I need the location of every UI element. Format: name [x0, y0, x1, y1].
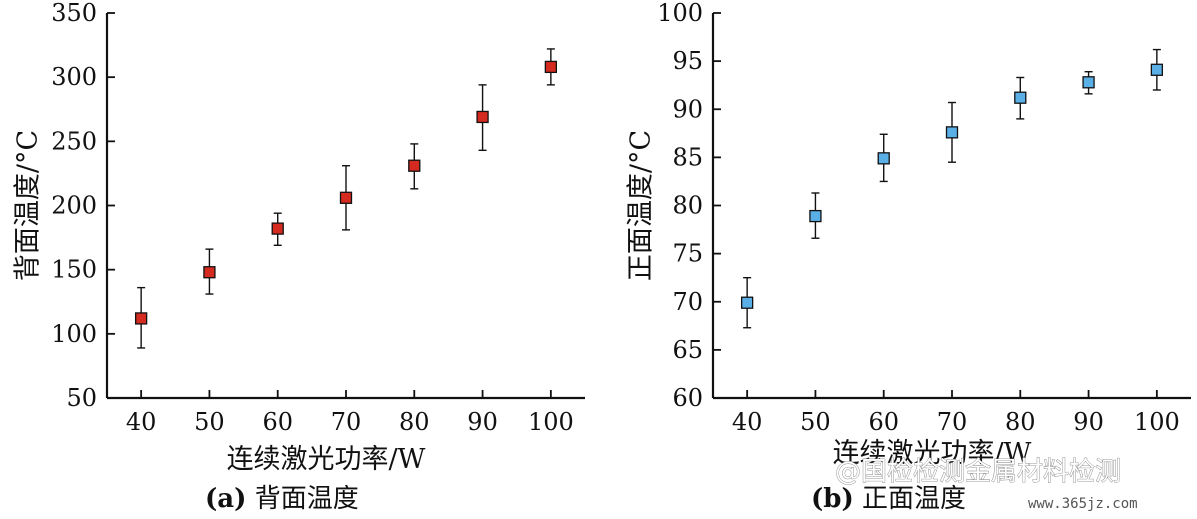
watermark-text: @国检检测金属材料检测 [835, 457, 1121, 487]
x-tick-label: 60 [262, 408, 293, 436]
y-tick-label: 75 [672, 240, 703, 268]
y-tick-label: 350 [51, 0, 97, 27]
data-point [544, 60, 558, 74]
panel-caption: (a) 背面温度 [205, 484, 359, 514]
y-tick-label: 250 [51, 127, 97, 155]
x-tick-label: 70 [331, 408, 362, 436]
x-tick-label: 60 [868, 408, 899, 436]
panel-caption-label: (b) [811, 484, 854, 514]
y-tick-label: 200 [51, 192, 97, 220]
panel-caption-label: (a) [205, 484, 246, 514]
x-tick-label: 40 [126, 408, 157, 436]
watermark: @国检检测金属材料检测 www.365jz.com [835, 457, 1138, 512]
y-tick-label: 90 [672, 95, 703, 123]
data-point [203, 266, 216, 279]
panel-caption-text: 背面温度 [246, 484, 358, 514]
data-point [134, 312, 148, 325]
y-axis-label: 背面温度/°C [12, 130, 43, 281]
data-point [945, 126, 959, 139]
data-point [271, 222, 284, 235]
y-tick-label: 95 [672, 47, 703, 75]
x-tick-label: 100 [1134, 408, 1180, 436]
y-tick-label: 80 [672, 192, 703, 220]
x-tick-label: 80 [399, 408, 430, 436]
x-tick-label: 90 [467, 408, 498, 436]
y-tick-label: 85 [672, 143, 703, 171]
y-tick-label: 100 [51, 320, 97, 348]
x-tick-label: 70 [937, 408, 968, 436]
data-point [740, 296, 754, 309]
y-axis-label: 正面温度/°C [625, 130, 656, 281]
x-tick-label: 80 [1005, 408, 1036, 436]
x-tick-label: 40 [732, 408, 763, 436]
panel-b: 40 50 60 70 80 90 100 60 65 70 75 80 85 90 95 100 连续激光功率… [625, 0, 1191, 514]
data-point [476, 110, 489, 124]
data-point [1150, 63, 1164, 76]
y-tick-label: 60 [672, 384, 703, 412]
x-tick-label: 50 [194, 408, 225, 436]
y-tick-label: 50 [66, 384, 97, 412]
x-tick-label: 90 [1073, 408, 1104, 436]
x-tick-label: 50 [800, 408, 831, 436]
data-point [339, 191, 353, 204]
x-tick-label: 100 [528, 408, 574, 436]
y-tick-label: 70 [672, 288, 703, 316]
panel-caption: (b) 正面温度 [811, 484, 966, 514]
data-point [1082, 76, 1095, 89]
data-point [1014, 91, 1027, 104]
data-point [809, 209, 822, 223]
x-axis-label: 连续激光功率/W [833, 438, 1032, 469]
panel-a: 40 50 60 70 80 90 100 50 100 150 200 250 300 350 连续激光功… [12, 0, 585, 514]
y-tick-label: 100 [657, 0, 703, 27]
data-point [877, 152, 890, 165]
panel-caption-text: 正面温度 [854, 484, 966, 514]
y-tick-label: 150 [51, 256, 97, 284]
x-axis-label: 连续激光功率/W [227, 444, 426, 475]
watermark-url: www.365jz.com [1028, 496, 1138, 512]
data-point [408, 159, 421, 172]
y-tick-label: 65 [672, 336, 703, 364]
y-tick-label: 300 [51, 63, 97, 91]
